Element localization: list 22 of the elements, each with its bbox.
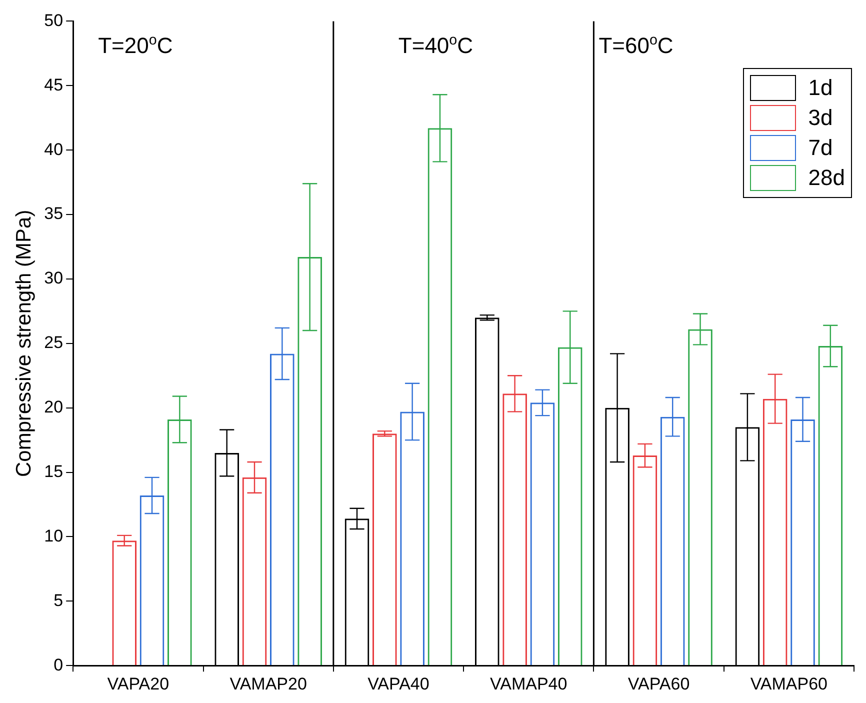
y-axis-title: Compressive strength (MPa) [12,210,36,478]
x-tick-label: VAMAP40 [490,674,568,694]
legend-label: 7d [808,135,833,161]
x-tick-label: VAPA40 [368,674,430,694]
y-tick-label: 25 [44,333,64,352]
y-tick-label: 20 [44,398,64,417]
x-tick-label: VAMAP20 [230,674,307,694]
y-tick-label: 40 [44,140,64,159]
y-tick-label: 0 [54,655,64,674]
y-tick-label: 5 [54,590,64,610]
x-tick-label: VAPA60 [628,674,690,694]
y-tick-label: 35 [44,204,64,224]
y-tick-label: 50 [44,10,64,30]
y-tick-label: 10 [44,526,64,546]
legend-label: 28d [808,165,845,191]
y-tick-label: 15 [44,462,64,481]
x-tick-label: VAPA20 [107,674,170,694]
legend-label: 1d [808,75,833,101]
y-tick-label: 30 [44,268,64,288]
y-tick-label: 45 [44,75,64,94]
legend-label: 3d [808,105,833,131]
x-tick-label: VAMAP60 [750,674,828,694]
